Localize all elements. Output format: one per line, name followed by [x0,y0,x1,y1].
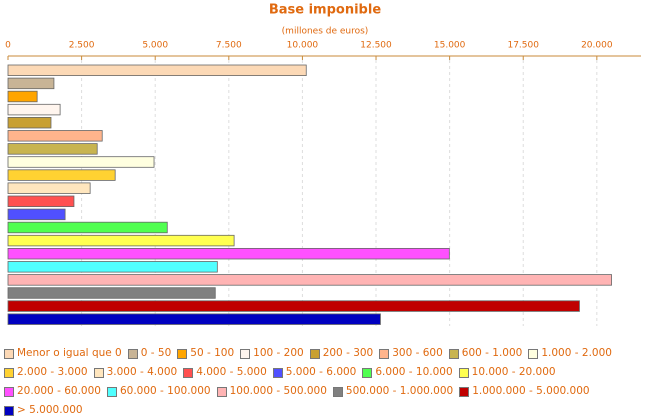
bar [7,300,580,312]
legend-swatch [183,367,194,378]
bar [7,261,218,273]
x-tick-label: 15.000 [434,41,466,51]
bar [7,90,38,103]
chart: Base imponible (millones de euros) 0 2.50… [5,3,641,326]
legend-label: 20.000 - 60.000 [17,385,101,397]
legend-item: 0 - 50 [127,344,172,363]
legend-item: Menor o igual que 0 [4,344,122,363]
legend-swatch [177,348,188,359]
legend-item: > 5.000.000 [4,401,83,420]
legend-label: 2.000 - 3.000 [17,366,88,378]
legend-item: 600 - 1.000 [448,344,523,363]
legend-item: 1.000 - 2.000 [528,344,612,363]
legend-item: 60.000 - 100.000 [106,382,211,401]
bar [7,195,75,208]
x-tick-label: 10.000 [287,41,319,51]
legend-label: 6.000 - 10.000 [375,366,453,378]
bar [7,156,155,168]
legend-item: 500.000 - 1.000.000 [332,382,454,401]
legend-label: 100.000 - 500.000 [229,385,327,397]
legend-item: 20.000 - 60.000 [4,382,101,401]
legend-swatch [332,386,343,397]
legend-label: 100 - 200 [253,347,304,359]
bar [7,169,116,181]
bar [7,117,52,129]
legend-label: 300 - 600 [392,347,443,359]
legend-swatch [106,386,117,397]
legend-swatch [4,348,14,359]
legend-item: 2.000 - 3.000 [4,363,88,382]
x-tick-label: 12.500 [360,41,392,51]
x-tick-label: 7.500 [216,41,242,51]
legend-label: 10.000 - 20.000 [471,366,556,378]
bar [7,64,307,77]
legend-swatch [272,367,283,378]
bar [7,130,103,142]
legend-swatch [379,348,390,359]
bar [7,234,235,247]
legend: Menor o igual que 0 0 - 50 50 - 100 100 - 2… [4,344,650,420]
legend-swatch [4,367,14,378]
legend-item: 100.000 - 500.000 [216,382,327,401]
legend-swatch [362,367,373,378]
legend-swatch [216,386,227,397]
bar [7,247,450,260]
legend-item: 1.000.000 - 5.000.000 [459,382,590,401]
x-tick-label: 20.000 [581,41,613,51]
legend-swatch [4,405,14,416]
legend-swatch [458,367,469,378]
bar [7,313,381,325]
page: Base imponible (millones de euros) 0 2.50… [4,2,641,416]
legend-label: 200 - 300 [322,347,374,359]
bar [7,77,55,90]
legend-label: 500.000 - 1.000.000 [345,385,454,397]
legend-label: 50 - 100 [190,347,235,359]
legend-item: 200 - 300 [309,344,374,363]
legend-label: 600 - 1.000 [461,347,523,359]
bar [7,143,98,155]
bar [7,103,61,116]
legend-item: 100 - 200 [240,344,304,363]
legend-label: 4.000 - 5.000 [196,366,267,378]
bar [7,221,168,234]
legend-swatch [240,348,251,359]
legend-swatch [4,386,14,397]
legend-label: > 5.000.000 [17,404,83,416]
legend-item: 6.000 - 10.000 [362,363,453,382]
bar [7,208,66,221]
legend-item: 5.000 - 6.000 [272,363,357,382]
x-tick-label: 17.500 [507,41,539,51]
legend-label: 1.000 - 2.000 [541,347,612,359]
legend-label: 3.000 - 4.000 [106,366,178,378]
legend-label: 5.000 - 6.000 [285,366,357,378]
chart-subtitle: (millones de euros) [282,27,369,37]
legend-label: 60.000 - 100.000 [119,385,211,397]
legend-label: 1.000.000 - 5.000.000 [472,385,590,397]
x-tick-label: 0 [5,41,11,51]
legend-swatch [528,348,539,359]
x-tick-label: 5.000 [142,41,168,51]
legend-swatch [448,348,459,359]
legend-label: Menor o igual que 0 [17,347,122,359]
legend-swatch [459,386,470,397]
legend-swatch [127,348,138,359]
legend-item: 3.000 - 4.000 [93,363,178,382]
bar [7,274,612,286]
legend-label: 0 - 50 [140,347,172,359]
legend-item: 4.000 - 5.000 [183,363,267,382]
x-tick-label: 2.500 [69,41,95,51]
legend-item: 50 - 100 [177,344,234,363]
legend-item: 300 - 600 [379,344,443,363]
chart-title: Base imponible [269,3,381,18]
legend-swatch [309,348,320,359]
legend-item: 10.000 - 20.000 [458,363,556,382]
bar [7,182,91,194]
bar [7,287,216,299]
legend-swatch [93,367,104,378]
